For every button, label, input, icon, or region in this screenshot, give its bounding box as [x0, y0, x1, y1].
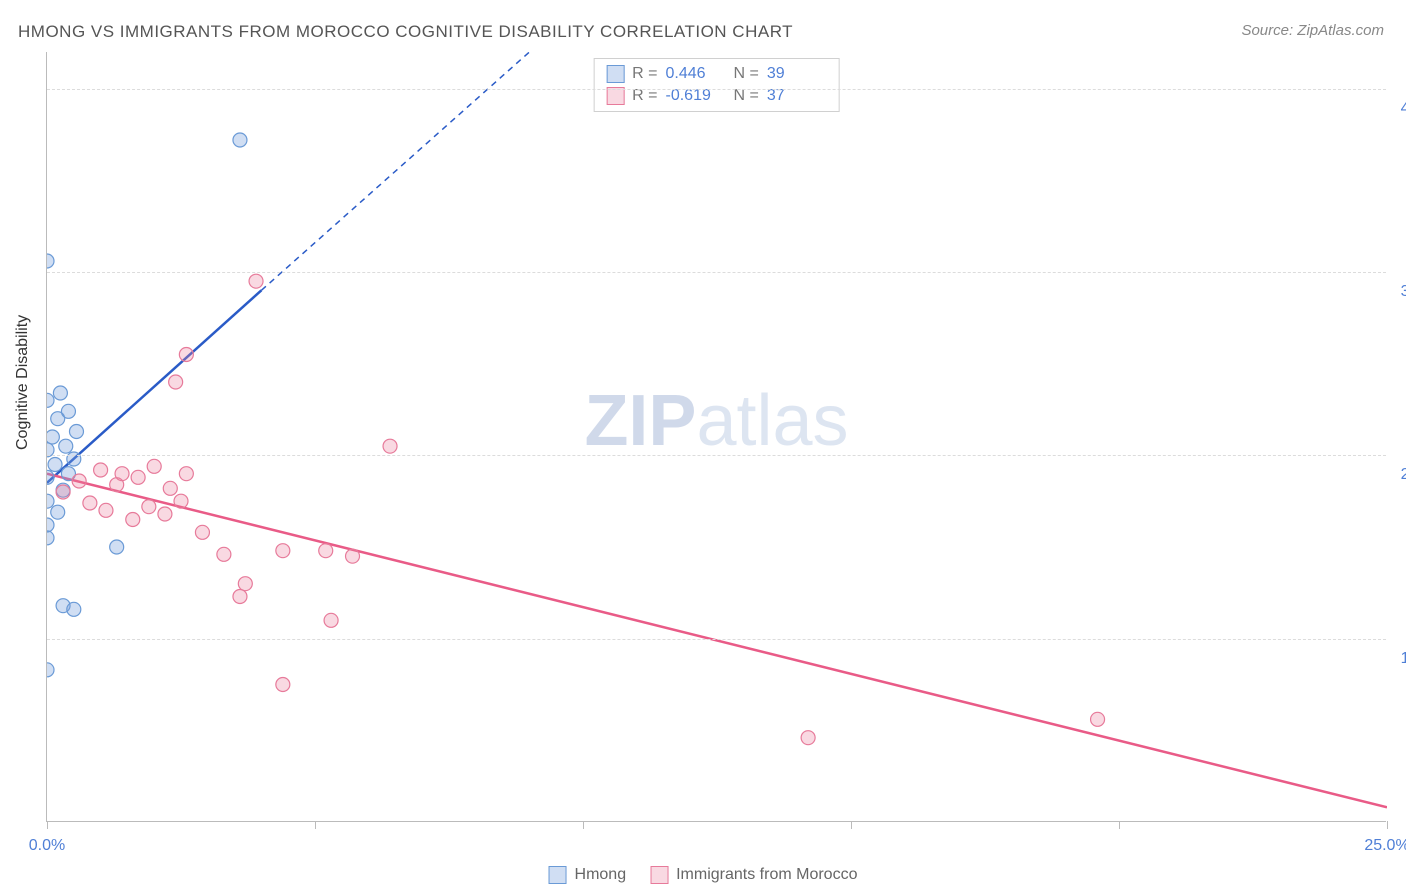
x-tick-label: 25.0% [1364, 837, 1406, 855]
x-tick [315, 821, 316, 829]
series-legend: Hmong Immigrants from Morocco [549, 866, 858, 884]
gridline [47, 455, 1386, 456]
gridline [47, 89, 1386, 90]
y-tick-label: 40.0% [1401, 100, 1406, 118]
legend-row-hmong: R = 0.446 N = 39 [606, 63, 827, 85]
source-label: Source: ZipAtlas.com [1241, 22, 1384, 39]
x-tick [47, 821, 48, 829]
x-tick [583, 821, 584, 829]
legend-label-morocco: Immigrants from Morocco [676, 866, 857, 884]
swatch-morocco-bottom [650, 866, 668, 884]
r-label: R = [632, 87, 657, 105]
chart-plot-area: ZIPatlas R = 0.446 N = 39 R = -0.619 N =… [46, 52, 1386, 822]
r-value-hmong: 0.446 [666, 65, 726, 83]
n-label: N = [734, 87, 759, 105]
x-tick [851, 821, 852, 829]
swatch-hmong-bottom [549, 866, 567, 884]
x-tick [1387, 821, 1388, 829]
legend-item-morocco: Immigrants from Morocco [650, 866, 857, 884]
x-tick-label: 0.0% [29, 837, 65, 855]
y-tick-label: 10.0% [1401, 650, 1406, 668]
n-label: N = [734, 65, 759, 83]
swatch-morocco [606, 87, 624, 105]
y-tick-label: 20.0% [1401, 466, 1406, 484]
legend-label-hmong: Hmong [575, 866, 627, 884]
x-tick [1119, 821, 1120, 829]
n-value-hmong: 39 [767, 65, 827, 83]
correlation-legend: R = 0.446 N = 39 R = -0.619 N = 37 [593, 58, 840, 112]
plot-svg [47, 52, 1387, 822]
gridline [47, 272, 1386, 273]
swatch-hmong [606, 65, 624, 83]
r-value-morocco: -0.619 [666, 87, 726, 105]
r-label: R = [632, 65, 657, 83]
n-value-morocco: 37 [767, 87, 827, 105]
chart-title: HMONG VS IMMIGRANTS FROM MOROCCO COGNITI… [18, 22, 793, 42]
gridline [47, 639, 1386, 640]
y-tick-label: 30.0% [1401, 283, 1406, 301]
legend-item-hmong: Hmong [549, 866, 627, 884]
y-axis-label: Cognitive Disability [14, 315, 32, 450]
